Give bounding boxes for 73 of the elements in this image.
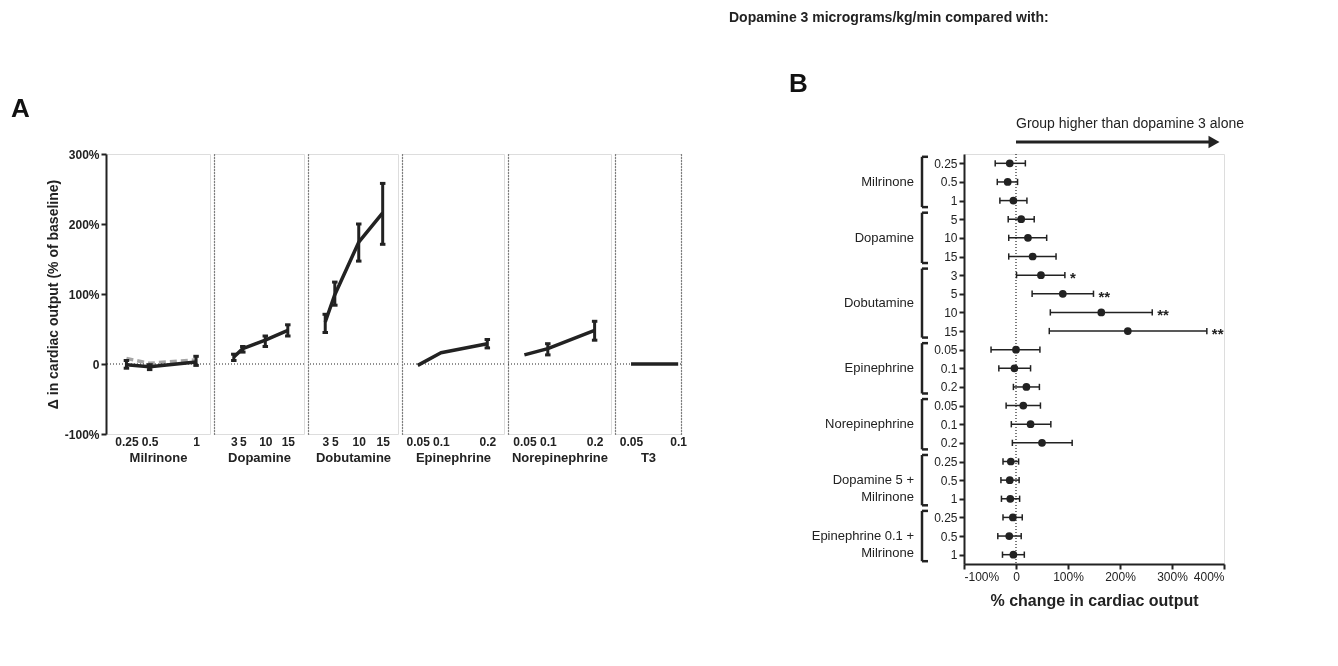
x-tick-label: 0.2: [479, 434, 497, 449]
x-tick-label: 0: [1013, 569, 1021, 584]
text: A: [11, 93, 30, 123]
y-tick-label: 1: [950, 548, 958, 563]
annotation: **: [1211, 325, 1224, 343]
y-tick-label: 1: [950, 492, 958, 507]
x-tick-label: 15: [281, 434, 296, 449]
x-tick-label: 0.05: [406, 434, 431, 449]
y-tick-label: 10: [944, 305, 958, 320]
x-axis-title: T3: [640, 449, 657, 465]
x-axis-title: Epinephrine: [415, 449, 492, 465]
text: Norepinephrine: [825, 416, 914, 432]
y-tick-label: 0.05: [934, 399, 958, 414]
y-tick-label: 0.25: [934, 510, 958, 525]
text: Epinephrine: [844, 360, 914, 376]
x-tick-label: 10: [259, 434, 273, 449]
x-tick-label: 3: [322, 434, 330, 449]
text: Epinephrine 0.1 + Milrinone: [811, 528, 914, 561]
text: Dobutamine: [843, 295, 914, 311]
x-tick-label: -100%: [964, 569, 1000, 584]
text: Group higher than dopamine 3 alone: [1016, 115, 1245, 131]
text: B: [789, 68, 808, 98]
x-tick-label: 300%: [1157, 569, 1189, 584]
x-axis-title: Dobutamine: [315, 449, 392, 465]
y-tick-label: 1: [950, 194, 958, 209]
x-axis-title: Dopamine: [228, 449, 291, 465]
y-tick-label: 3: [950, 268, 958, 283]
x-tick-label: 0.2: [586, 434, 604, 449]
annotation: **: [1098, 287, 1111, 305]
text: Milrinone: [861, 173, 914, 189]
y-tick-label: 0.5: [940, 473, 958, 488]
y-tick-label: 300%: [68, 147, 100, 162]
x-tick-label: 1: [193, 434, 201, 449]
y-tick-label: 100%: [68, 287, 100, 302]
y-tick-label: 200%: [68, 217, 100, 232]
x-tick-label: 0.1: [433, 434, 451, 449]
x-tick-label: 100%: [1053, 569, 1085, 584]
y-tick-label: 0.25: [934, 156, 958, 171]
text: Dopamine 5 + Milrinone: [832, 472, 914, 505]
y-tick-label: 0.2: [940, 380, 958, 395]
y-axis-title: Δ in cardiac output (% of baseline): [44, 179, 61, 410]
y-tick-label: 15: [944, 250, 958, 264]
y-tick-label: 0.5: [940, 175, 958, 190]
x-tick-label: 0.5: [141, 434, 159, 449]
y-tick-label: 10: [944, 231, 958, 246]
x-tick-label: 400%: [1193, 569, 1225, 584]
x-tick-label: 10: [352, 434, 367, 449]
x-tick-label: 0.05: [619, 434, 644, 449]
x-axis-title: % change in cardiac output: [990, 591, 1200, 609]
x-tick-label: 3: [230, 434, 238, 449]
x-axis-title: Norepinephrine: [511, 449, 609, 465]
annotation: **: [1157, 306, 1170, 324]
y-tick-label: 5: [950, 212, 958, 227]
x-tick-label: 5: [331, 434, 339, 449]
x-tick-label: 200%: [1105, 569, 1137, 584]
x-tick-label: 15: [376, 434, 391, 449]
y-tick-label: 0.1: [940, 417, 958, 432]
y-tick-label: 15: [944, 324, 958, 339]
chart-title: Dopamine 3 micrograms/kg/min compared with:: [729, 9, 1049, 25]
y-tick-label: 0.25: [934, 455, 958, 469]
text: Dopamine: [854, 229, 914, 245]
x-tick-label: 0.1: [670, 434, 688, 449]
x-tick-label: 0.25: [115, 434, 139, 449]
y-tick-label: 0.5: [940, 529, 958, 544]
x-tick-label: 5: [239, 434, 247, 449]
y-tick-label: 0: [92, 357, 100, 372]
x-axis-title: Milrinone: [129, 449, 188, 465]
annotation: *: [1069, 269, 1076, 287]
y-tick-label: 0.1: [940, 361, 958, 376]
y-tick-label: 0.05: [934, 343, 958, 358]
x-tick-label: 0.1: [539, 434, 557, 449]
x-tick-label: 0.05: [513, 434, 537, 449]
y-tick-label: 5: [950, 287, 958, 302]
